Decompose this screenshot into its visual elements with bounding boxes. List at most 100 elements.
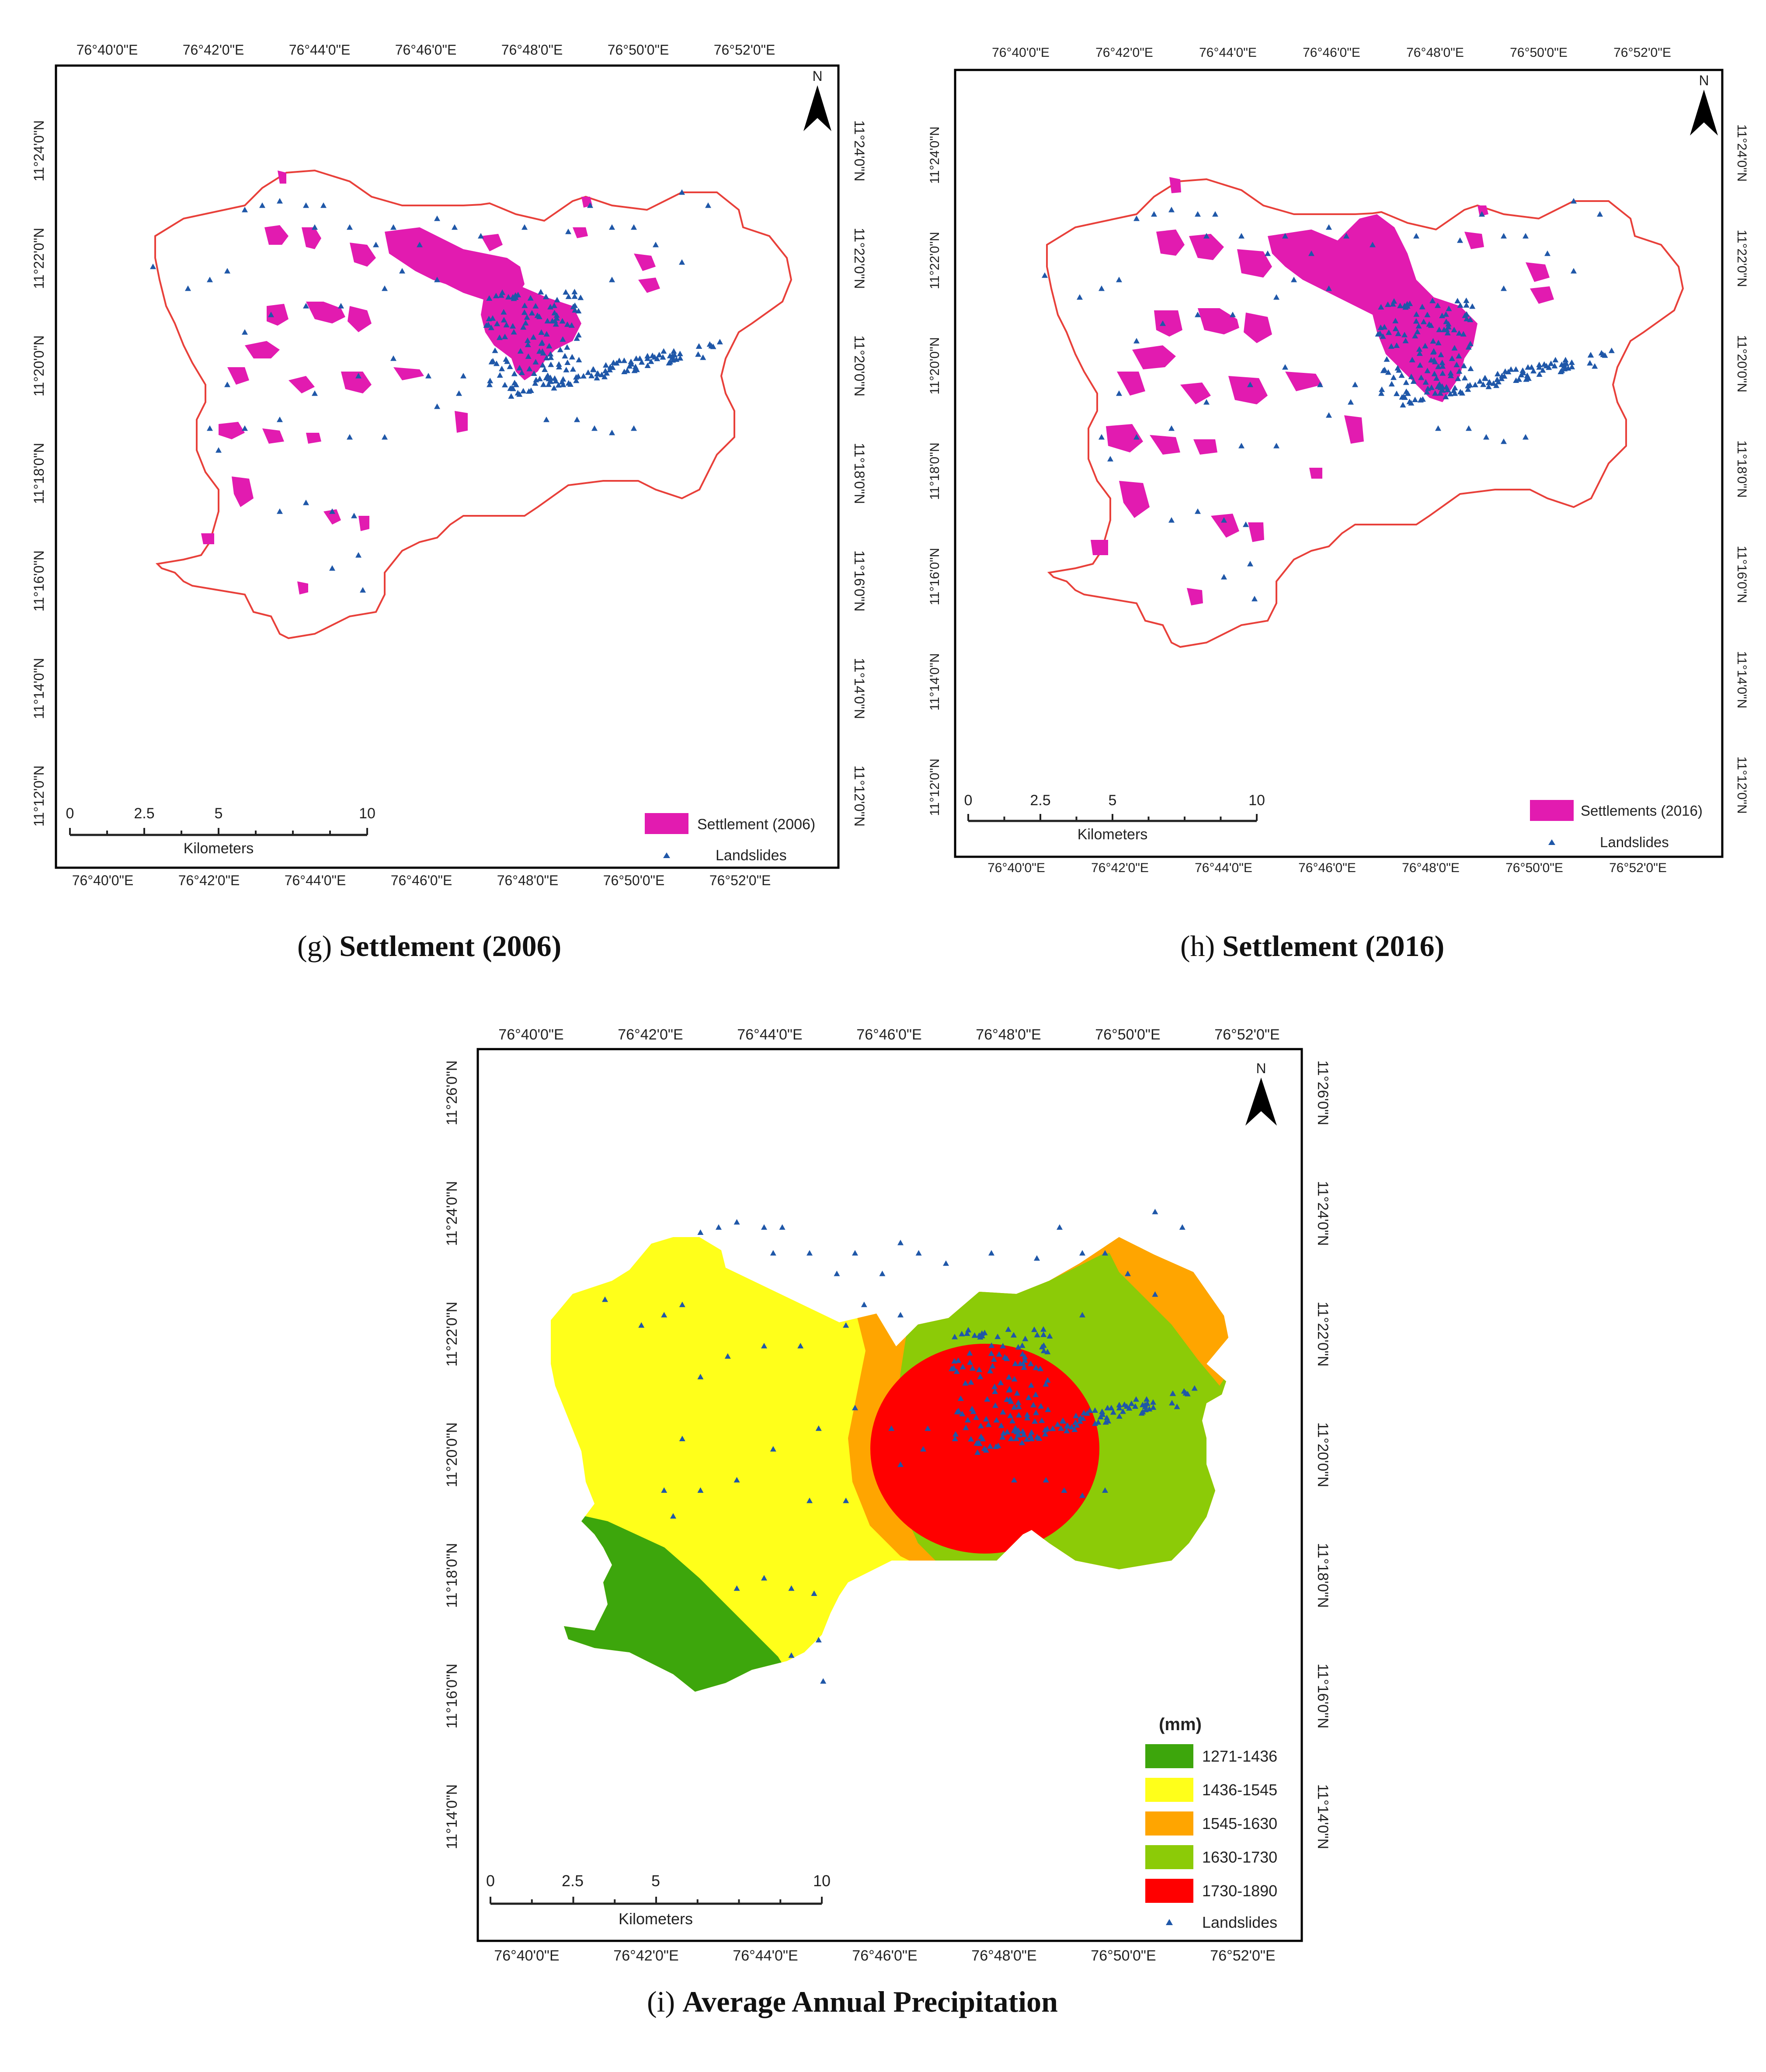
landslide-point <box>1439 370 1446 376</box>
landslide-point <box>224 382 230 387</box>
landslide-point <box>1493 382 1500 388</box>
caption-letter: (h) <box>1180 929 1215 963</box>
landslide-point <box>965 1327 972 1333</box>
lon-label-top: 76°46'0"E <box>395 42 457 58</box>
landslide-point <box>1195 312 1201 317</box>
landslide-point <box>1546 364 1552 370</box>
landslide-point <box>563 367 570 372</box>
landslide-point <box>528 310 535 316</box>
landslide-point <box>697 1487 704 1493</box>
landslide-point <box>1152 1209 1158 1214</box>
lon-labels-top: 76°40'0"E 76°42'0"E 76°44'0"E 76°46'0"E 76°4… <box>992 45 1671 60</box>
landslide-point <box>653 242 659 247</box>
landslide-point <box>609 224 615 230</box>
precipitation-map: 76°40'0"E 76°42'0"E 76°44'0"E 76°46'0"E 76°4… <box>444 1026 1331 1964</box>
landslide-point <box>1513 377 1519 383</box>
landslide-point <box>1460 362 1467 369</box>
landslide-point <box>493 292 499 299</box>
scale-bar: 0 2.5 5 10 Kilometers <box>66 805 375 857</box>
landslide-point <box>207 277 213 282</box>
landslide-point <box>1042 1427 1048 1432</box>
scale-tick-10: 10 <box>1248 792 1265 809</box>
map-frame <box>954 69 1724 858</box>
landslide-point <box>1005 1326 1012 1332</box>
landslide-point <box>964 1330 970 1336</box>
landslide-point <box>1079 1312 1085 1318</box>
landslide-point <box>1436 327 1443 332</box>
legend: Settlements (2016) Landslides <box>1530 800 1703 850</box>
landslide-point <box>1212 211 1218 217</box>
landslide-point <box>587 202 593 208</box>
landslide-point <box>1009 1418 1015 1424</box>
landslide-point <box>1439 387 1446 393</box>
north-arrow: N <box>1245 1060 1277 1126</box>
landslide-point <box>1182 1390 1189 1396</box>
landslide-point <box>512 292 519 298</box>
lon-label-bottom: 76°46'0"E <box>852 1947 917 1964</box>
landslide-point <box>974 1449 981 1455</box>
landslide-point <box>897 1312 904 1318</box>
landslide-point <box>543 355 550 361</box>
landslide-point <box>1418 374 1425 380</box>
lat-label-left: 11°14'0"N <box>444 1784 460 1850</box>
landslide-point <box>998 1422 1005 1428</box>
landslide-point <box>679 1436 685 1441</box>
map-panel-settlement-2006: 76°40'0"E 76°42'0"E 76°44'0"E 76°46'0"E 76°4… <box>0 0 883 963</box>
lat-label-right: 11°16'0"N <box>1314 1664 1331 1729</box>
landslide-point <box>993 1417 1000 1423</box>
landslide-point <box>390 224 396 230</box>
lon-label-top: 76°44'0"E <box>289 42 351 58</box>
landslide-point <box>1060 1417 1066 1423</box>
landslide-point <box>1480 381 1487 387</box>
scale-tick-5: 5 <box>651 1872 660 1890</box>
landslide-point <box>1104 1405 1111 1411</box>
landslide-point <box>1502 368 1509 374</box>
lon-label-top: 76°48'0"E <box>501 42 563 58</box>
landslide-point <box>1417 362 1423 368</box>
lon-label-top: 76°46'0"E <box>1303 45 1360 60</box>
landslide-point <box>546 343 553 349</box>
landslide-point <box>734 1219 740 1225</box>
landslide-point <box>551 375 558 381</box>
landslide-point <box>1450 387 1457 393</box>
north-arrow: N <box>803 68 831 131</box>
landslide-point <box>1430 349 1436 355</box>
landslide-point <box>724 1353 731 1359</box>
landslide-point <box>1061 1487 1067 1493</box>
caption-title: Average Annual Precipitation <box>682 1985 1058 2018</box>
landslide-point <box>525 353 532 359</box>
landslide-point <box>502 382 508 388</box>
landslide-point <box>434 277 440 282</box>
landslide-point <box>1000 1343 1006 1349</box>
landslide-point <box>1404 301 1411 307</box>
landslide-point <box>1385 369 1391 375</box>
landslide-point <box>1081 1409 1087 1415</box>
landslide-point <box>1024 1415 1031 1421</box>
landslide-point <box>977 1422 984 1429</box>
landslide-point <box>532 380 539 386</box>
landslide-point <box>1378 304 1384 310</box>
landslide-point <box>1388 381 1395 387</box>
landslide-point <box>1125 1270 1131 1276</box>
landslide-point <box>565 293 572 299</box>
landslide-point <box>1168 517 1175 523</box>
scale-tick-2-5: 2.5 <box>1030 792 1050 809</box>
landslide-point <box>532 303 539 309</box>
landslide-point <box>716 1224 722 1230</box>
landslide-point <box>1064 1423 1070 1429</box>
landslide-point <box>1400 402 1406 408</box>
lon-label-bottom: 76°46'0"E <box>1298 861 1356 875</box>
lon-labels-top: 76°40'0"E 76°42'0"E 76°44'0"E 76°46'0"E 76°4… <box>76 42 775 58</box>
landslide-point <box>571 293 578 299</box>
landslide-point <box>1447 370 1454 376</box>
landslide-point <box>1343 233 1349 239</box>
landslide-point <box>1103 1415 1110 1420</box>
landslide-point <box>1381 366 1388 372</box>
landslide-point <box>656 351 663 358</box>
scale-tick-2-5: 2.5 <box>134 805 154 822</box>
lat-label-left: 11°14'0"N <box>31 658 47 719</box>
landslide-point <box>538 340 545 346</box>
lat-labels-right: 11°26'0"N 11°24'0"N 11°22'0"N 11°20'0"N 11°1… <box>1314 1060 1331 1850</box>
landslide-point <box>1437 390 1443 396</box>
landslide-point <box>1544 250 1550 256</box>
